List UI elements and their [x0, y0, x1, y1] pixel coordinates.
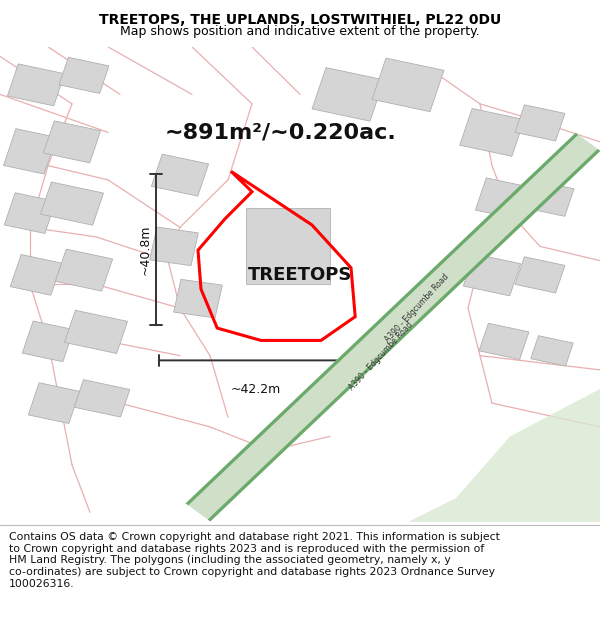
- Polygon shape: [64, 310, 128, 354]
- Polygon shape: [74, 380, 130, 417]
- Polygon shape: [7, 64, 65, 106]
- Polygon shape: [10, 254, 62, 295]
- Polygon shape: [246, 208, 330, 284]
- Polygon shape: [515, 257, 565, 293]
- Polygon shape: [173, 279, 223, 318]
- Polygon shape: [43, 121, 101, 163]
- Text: ~891m²/~0.220ac.: ~891m²/~0.220ac.: [165, 122, 397, 142]
- Polygon shape: [463, 254, 521, 296]
- Polygon shape: [372, 58, 444, 112]
- Polygon shape: [4, 192, 56, 234]
- Polygon shape: [408, 389, 600, 522]
- Polygon shape: [312, 68, 384, 121]
- Polygon shape: [475, 178, 533, 220]
- Polygon shape: [531, 336, 573, 366]
- Polygon shape: [22, 321, 74, 362]
- Polygon shape: [460, 109, 524, 156]
- Text: Map shows position and indicative extent of the property.: Map shows position and indicative extent…: [120, 26, 480, 39]
- Polygon shape: [55, 249, 113, 291]
- Polygon shape: [28, 382, 80, 424]
- Polygon shape: [4, 129, 56, 174]
- Text: ~40.8m: ~40.8m: [139, 224, 152, 275]
- Polygon shape: [479, 323, 529, 359]
- Polygon shape: [59, 58, 109, 94]
- Polygon shape: [40, 182, 104, 225]
- Text: A390 - Edgcumbe Road: A390 - Edgcumbe Road: [383, 272, 451, 344]
- Polygon shape: [208, 149, 600, 521]
- Polygon shape: [149, 227, 199, 266]
- Polygon shape: [151, 154, 209, 196]
- Text: Contains OS data © Crown copyright and database right 2021. This information is : Contains OS data © Crown copyright and d…: [9, 532, 500, 589]
- Text: ~42.2m: ~42.2m: [230, 383, 281, 396]
- Text: TREETOPS, THE UPLANDS, LOSTWITHIEL, PL22 0DU: TREETOPS, THE UPLANDS, LOSTWITHIEL, PL22…: [99, 13, 501, 27]
- Polygon shape: [515, 105, 565, 141]
- Polygon shape: [530, 181, 574, 216]
- Text: TREETOPS: TREETOPS: [248, 266, 352, 284]
- Text: A390 - Edgcumbe Road: A390 - Edgcumbe Road: [347, 320, 415, 391]
- Polygon shape: [185, 133, 578, 505]
- Polygon shape: [185, 133, 600, 521]
